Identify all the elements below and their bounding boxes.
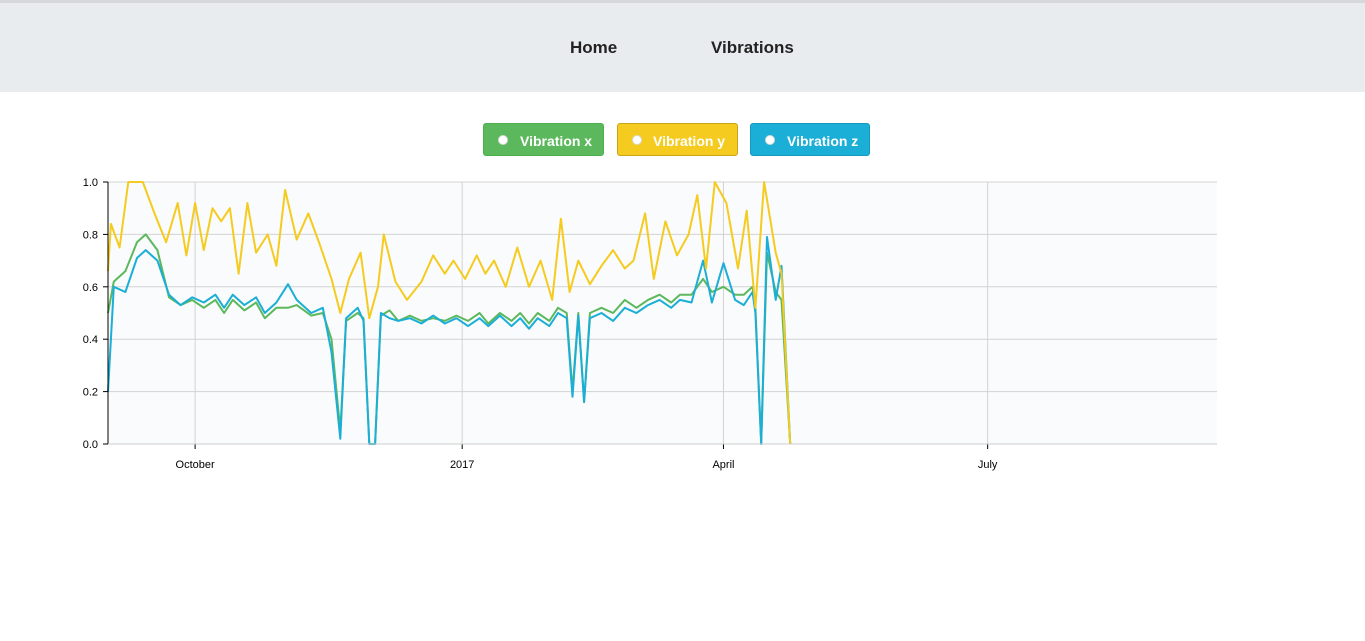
navbar: Home Vibrations [0, 3, 1365, 92]
y-tick-label: 0.8 [83, 229, 98, 241]
plot-background [108, 182, 1217, 444]
legend-vibration-x-button[interactable]: Vibration x [483, 123, 604, 156]
top-border [0, 0, 1365, 3]
radio-dot-icon [765, 135, 775, 145]
legend-vibration-x-label: Vibration x [520, 133, 593, 149]
radio-dot-icon [632, 135, 642, 145]
legend-vibration-z-button[interactable]: Vibration z [750, 123, 870, 156]
legend-vibration-y-button[interactable]: Vibration y [617, 123, 738, 156]
x-tick-label: October [176, 459, 215, 471]
vibration-y-line [107, 181, 792, 445]
x-tick-label: 2017 [450, 459, 474, 471]
y-tick-label: 0.2 [83, 387, 98, 399]
vibration-x-line [107, 233, 792, 445]
legend-vibration-y-label: Vibration y [653, 133, 726, 149]
x-tick-label: April [712, 459, 734, 471]
y-tick-label: 0.4 [83, 334, 98, 346]
x-tick-label: July [978, 459, 998, 471]
legend-vibration-z-label: Vibration z [787, 133, 859, 149]
y-tick-label: 1.0 [83, 177, 98, 189]
nav-vibrations-link[interactable]: Vibrations [711, 38, 794, 57]
nav-home-link[interactable]: Home [570, 38, 618, 57]
y-tick-label: 0.6 [83, 282, 98, 294]
radio-dot-icon [498, 135, 508, 145]
vibration-z-line [107, 236, 792, 445]
y-tick-label: 0.0 [83, 439, 98, 451]
